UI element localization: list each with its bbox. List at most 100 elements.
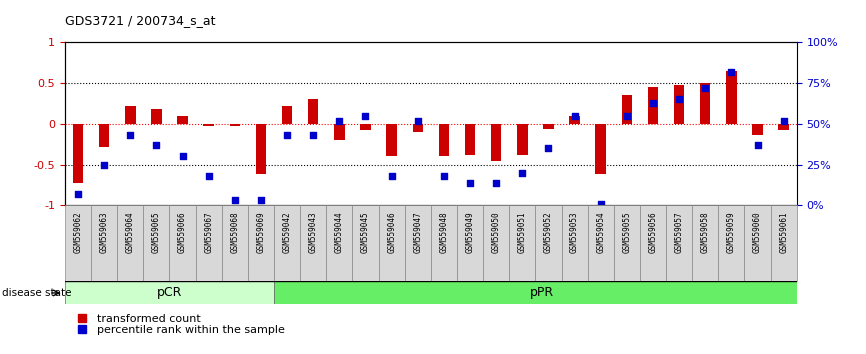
Point <box>567 113 581 119</box>
Bar <box>255 124 266 175</box>
Point <box>646 100 660 105</box>
Bar <box>248 205 274 281</box>
Bar <box>718 205 745 281</box>
Bar <box>745 205 771 281</box>
Bar <box>301 205 326 281</box>
Bar <box>700 83 710 124</box>
Bar <box>666 205 692 281</box>
Text: GSM559048: GSM559048 <box>439 211 449 253</box>
Text: GSM559044: GSM559044 <box>335 211 344 253</box>
Text: GSM559053: GSM559053 <box>570 211 579 253</box>
Bar <box>386 124 397 156</box>
Text: GSM559064: GSM559064 <box>126 211 135 253</box>
Bar <box>229 124 240 126</box>
Bar <box>753 124 763 135</box>
Bar <box>517 124 527 155</box>
Bar <box>561 205 588 281</box>
Point <box>385 173 398 179</box>
Bar <box>152 109 162 124</box>
Bar <box>170 205 196 281</box>
Bar <box>727 71 737 124</box>
Bar <box>378 205 404 281</box>
Bar <box>483 205 509 281</box>
Point <box>515 170 529 176</box>
Bar <box>779 124 789 130</box>
Bar <box>91 205 117 281</box>
Text: GSM559052: GSM559052 <box>544 211 553 253</box>
Text: GSM559060: GSM559060 <box>753 211 762 253</box>
Text: GSM559050: GSM559050 <box>492 211 501 253</box>
Bar <box>596 124 606 175</box>
Text: GSM559069: GSM559069 <box>256 211 266 253</box>
Text: GSM559049: GSM559049 <box>466 211 475 253</box>
Text: GSM559042: GSM559042 <box>282 211 292 253</box>
Bar <box>204 124 214 126</box>
Text: GSM559055: GSM559055 <box>623 211 631 253</box>
Point <box>123 132 137 138</box>
Bar <box>535 205 561 281</box>
Bar <box>404 205 430 281</box>
Point <box>150 142 164 148</box>
Point <box>202 173 216 179</box>
Point <box>410 118 424 124</box>
Bar <box>352 205 378 281</box>
Text: GSM559067: GSM559067 <box>204 211 213 253</box>
Bar <box>439 124 449 156</box>
Text: pCR: pCR <box>157 286 182 299</box>
Bar <box>144 205 170 281</box>
Text: GDS3721 / 200734_s_at: GDS3721 / 200734_s_at <box>65 14 216 27</box>
Text: GSM559061: GSM559061 <box>779 211 788 253</box>
Point <box>333 118 346 124</box>
Bar <box>125 106 135 124</box>
Bar <box>543 124 553 129</box>
Point <box>751 142 765 148</box>
Bar <box>178 116 188 124</box>
Point <box>541 145 555 151</box>
Point <box>672 97 686 102</box>
Text: GSM559054: GSM559054 <box>596 211 605 253</box>
Point <box>489 180 503 185</box>
Point <box>254 198 268 203</box>
Text: GSM559065: GSM559065 <box>152 211 161 253</box>
Bar <box>360 124 371 130</box>
Point <box>620 113 634 119</box>
Bar <box>222 205 248 281</box>
Point <box>307 132 320 138</box>
Text: GSM559051: GSM559051 <box>518 211 527 253</box>
Bar <box>196 205 222 281</box>
Point <box>228 198 242 203</box>
Bar <box>491 124 501 161</box>
Bar <box>622 96 632 124</box>
Bar <box>771 205 797 281</box>
Legend: transformed count, percentile rank within the sample: transformed count, percentile rank withi… <box>70 314 285 335</box>
Bar <box>99 124 109 147</box>
Bar <box>674 85 684 124</box>
Text: GSM559058: GSM559058 <box>701 211 710 253</box>
Bar <box>326 205 352 281</box>
Text: GSM559066: GSM559066 <box>178 211 187 253</box>
Point <box>698 85 712 91</box>
Point <box>725 69 739 75</box>
Point <box>97 162 111 167</box>
Text: GSM559047: GSM559047 <box>413 211 423 253</box>
Bar <box>588 205 614 281</box>
Bar <box>509 205 535 281</box>
Point <box>437 173 451 179</box>
Bar <box>412 124 423 132</box>
Bar <box>281 106 293 124</box>
Point <box>594 201 608 206</box>
Bar <box>334 124 345 140</box>
Bar <box>65 205 91 281</box>
Text: GSM559062: GSM559062 <box>74 211 82 253</box>
Bar <box>308 99 319 124</box>
Text: disease state: disease state <box>2 288 71 298</box>
Bar <box>640 205 666 281</box>
Text: GSM559057: GSM559057 <box>675 211 683 253</box>
Bar <box>457 205 483 281</box>
Bar <box>65 281 274 304</box>
Bar <box>465 124 475 155</box>
Text: GSM559068: GSM559068 <box>230 211 239 253</box>
Bar <box>569 116 580 124</box>
Bar <box>648 87 658 124</box>
Bar <box>274 281 810 304</box>
